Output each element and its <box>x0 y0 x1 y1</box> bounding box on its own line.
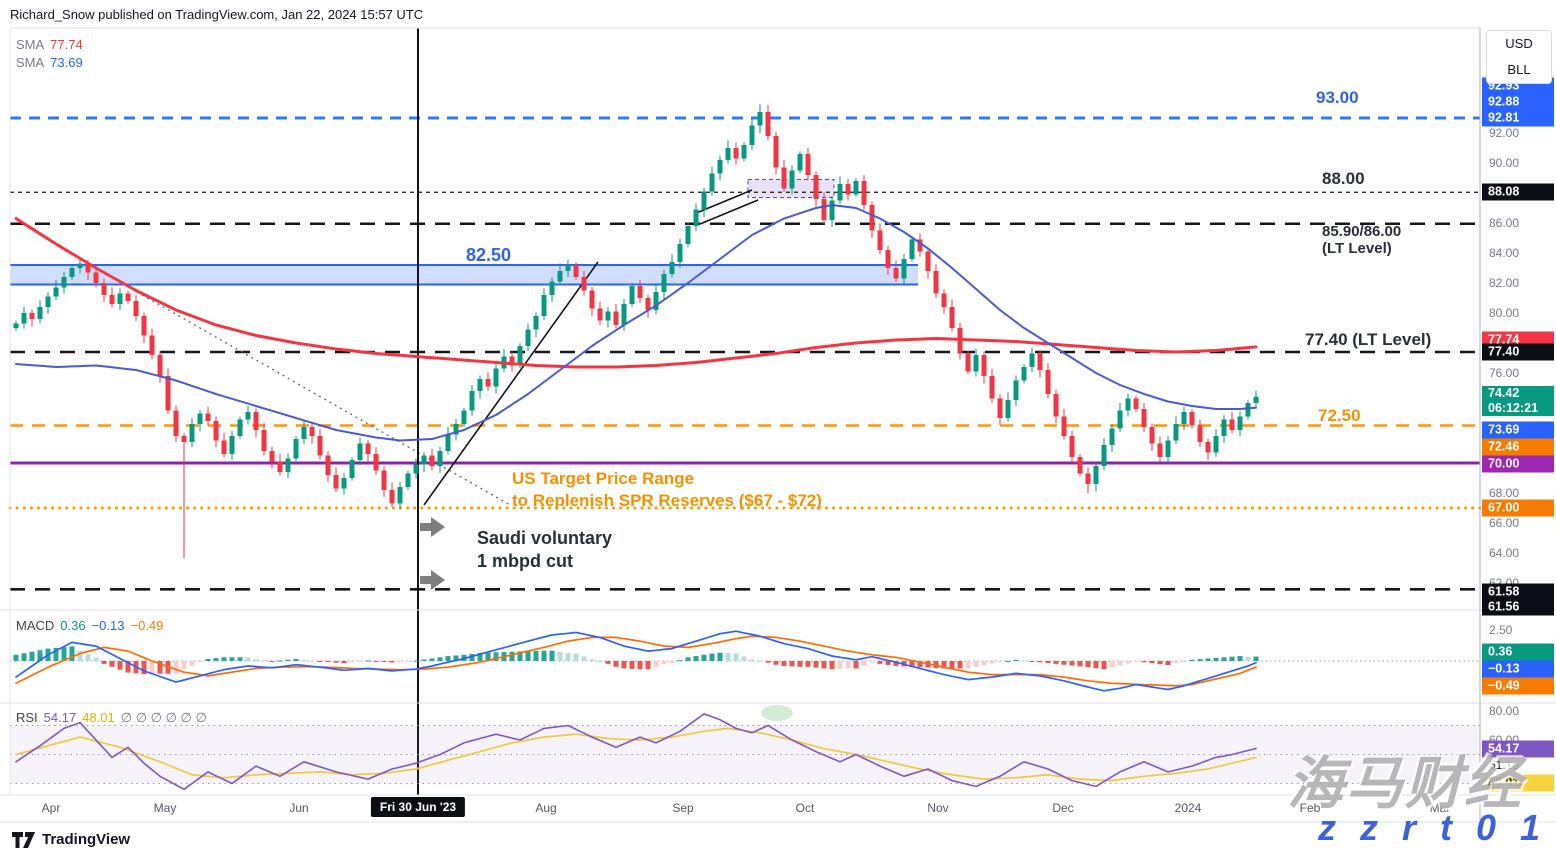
price-axis-chip: 72.46 <box>1482 438 1554 456</box>
price-axis-chip: 54.17 <box>1482 740 1554 758</box>
macd-legend: MACD 0.36 −0.13 −0.49 <box>16 618 163 633</box>
saudi-annotation: Saudi voluntary 1 mbpd cut <box>477 527 612 573</box>
level-88-label: 88.00 <box>1322 169 1365 188</box>
macd-signal-value: −0.49 <box>130 618 164 633</box>
candlestick-series <box>13 104 1259 559</box>
gray-arrows <box>420 517 445 590</box>
price-axis-label: 51.15 <box>1489 758 1520 772</box>
level-86-line1: 85.90/86.00 <box>1322 223 1402 240</box>
flag-line-2 <box>699 199 759 225</box>
sma2-label: SMA <box>16 55 45 70</box>
spr-line2: to Replenish SPR Reserves ($67 - $72) <box>512 491 822 510</box>
price-axis-label: 82.00 <box>1489 276 1520 290</box>
supply-band-label: 82.50 <box>466 245 512 265</box>
month-label: Mar <box>1429 801 1451 815</box>
rsi-ma-value: 48.01 <box>82 710 115 725</box>
price-axis-label: 92.00 <box>1489 126 1520 140</box>
price-axis-chip: 77.40 <box>1482 343 1554 361</box>
price-axis-chip: 61.58 <box>1482 583 1554 601</box>
level-7250-label: 72.50 <box>1318 406 1361 425</box>
month-label: Nov <box>927 801 949 815</box>
price-axis-label: 80.00 <box>1489 306 1520 320</box>
price-axis-chip: −0.49 <box>1482 677 1554 695</box>
price-axis-label: 90.00 <box>1489 156 1520 170</box>
sma-legend-row-2: SMA 73.69 <box>16 55 83 70</box>
event-date-label: Fri 30 Jun '23 <box>370 797 466 817</box>
sma2-value: 73.69 <box>50 55 83 70</box>
price-axis-label: 2.50 <box>1489 623 1513 637</box>
sma-blue-line <box>15 204 1257 442</box>
tradingview-logo-icon <box>12 831 35 848</box>
price-axis-chip: 73.69 <box>1482 421 1554 439</box>
spr-line1: US Target Price Range <box>512 469 695 488</box>
axis-unit-contract: BLL <box>1507 62 1531 77</box>
price-axis-label: 80.00 <box>1489 704 1520 718</box>
tradingview-logo[interactable]: TradingView <box>12 831 130 848</box>
sma1-value: 77.74 <box>50 37 83 52</box>
trendlines <box>94 189 759 506</box>
spr-annotation: US Target Price Range to Replenish SPR R… <box>512 468 822 512</box>
rsi-panel <box>10 705 1480 791</box>
price-axis-label: 68.00 <box>1489 486 1520 500</box>
price-axis-chip: −0.13 <box>1482 660 1554 678</box>
saudi-line2: 1 mbpd cut <box>477 551 574 571</box>
price-axis-chip: 0.36 <box>1482 643 1554 661</box>
price-axis-chip: 48.01 <box>1482 774 1554 792</box>
axis-unit-box: USD BLL <box>1486 30 1552 84</box>
rsi-divergence-markers: ∅ ∅ ∅ ∅ ∅ ∅ <box>120 710 207 725</box>
tradingview-logo-text: TradingView <box>42 831 131 848</box>
sma-red-line <box>14 217 1258 369</box>
macd-panel <box>10 630 1480 692</box>
panel-separators <box>0 27 1556 823</box>
price-axis-label: 86.00 <box>1489 216 1520 230</box>
month-label: Aug <box>535 801 557 815</box>
price-axis-chip: 67.00 <box>1482 499 1554 517</box>
price-axis-label: 66.00 <box>1489 516 1520 530</box>
price-axis-chip: 74.42 06:12:21 <box>1482 386 1554 416</box>
publish-attribution: Richard_Snow published on TradingView.co… <box>10 7 424 22</box>
macd-hist-value: 0.36 <box>60 618 86 633</box>
rally-trendline <box>423 261 599 506</box>
month-label: Oct <box>795 801 815 815</box>
month-label: Apr <box>41 801 61 815</box>
price-axis-chip: 70.00 <box>1482 455 1554 473</box>
watermark-site: z z r t 0 1 . c n <box>1318 807 1556 848</box>
rsi-value: 54.17 <box>43 710 77 725</box>
macd-line-value: −0.13 <box>91 618 125 633</box>
month-label: May <box>153 801 177 815</box>
rsi-legend-label: RSI <box>16 710 38 725</box>
level-86-label: 85.90/86.00 (LT Level) <box>1322 223 1401 257</box>
price-axis-label: 64.00 <box>1489 546 1520 560</box>
supply-band <box>10 264 918 286</box>
price-axis-label: 76.00 <box>1489 366 1520 380</box>
month-label: Dec <box>1052 801 1074 815</box>
level-7740-label: 77.40 (LT Level) <box>1305 330 1432 349</box>
month-label: Sep <box>672 801 694 815</box>
price-axis-chip: 61.56 <box>1482 598 1554 616</box>
price-axis-chip: 88.08 <box>1482 183 1554 201</box>
saudi-line1: Saudi voluntary <box>477 528 613 548</box>
month-label: Jun <box>289 801 309 815</box>
price-axis-label: 84.00 <box>1489 246 1520 260</box>
macd-legend-label: MACD <box>16 618 55 633</box>
watermark-cn: 海马财经 <box>1287 752 1523 816</box>
price-axis-chip: 92.81 <box>1482 109 1554 127</box>
month-label: 2024 <box>1174 801 1202 815</box>
price-axis-chip: 92.88 <box>1482 93 1554 111</box>
dotted-trendline <box>94 267 511 506</box>
sma-legend-row-1: SMA 77.74 <box>16 37 83 52</box>
level-93-label: 93.00 <box>1316 88 1359 107</box>
month-label: Feb <box>1299 801 1321 815</box>
sma1-label: SMA <box>16 37 45 52</box>
level-86-line2: (LT Level) <box>1322 240 1392 257</box>
axis-unit-currency: USD <box>1505 36 1533 51</box>
rsi-legend: RSI 54.17 48.01 ∅ ∅ ∅ ∅ ∅ ∅ <box>16 710 207 726</box>
